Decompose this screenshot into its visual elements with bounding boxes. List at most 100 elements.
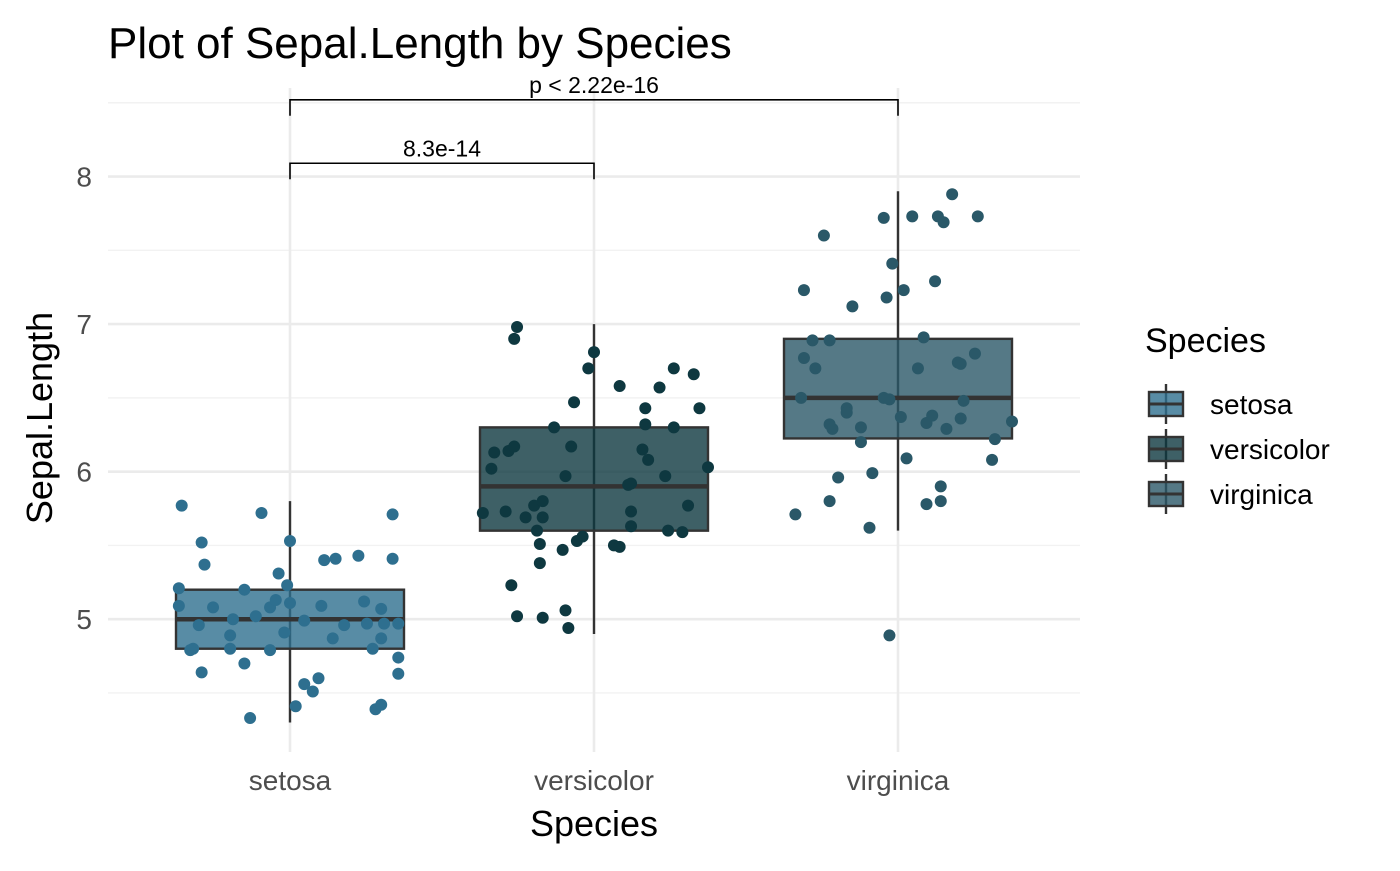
data-point-versicolor bbox=[536, 495, 549, 508]
data-point-virginica bbox=[809, 362, 822, 375]
comparison-brackets: 8.3e-14 p < 2.22e-16 bbox=[289, 72, 899, 180]
comparison-label: 8.3e-14 bbox=[403, 135, 481, 161]
data-point-virginica bbox=[823, 495, 836, 508]
data-point-versicolor bbox=[476, 506, 489, 519]
data-point-setosa bbox=[329, 552, 342, 565]
data-point-setosa bbox=[358, 595, 371, 608]
x-tick-label: virginica bbox=[847, 765, 950, 796]
data-point-setosa bbox=[284, 534, 296, 547]
legend-label: versicolor bbox=[1210, 434, 1330, 465]
data-point-setosa bbox=[184, 644, 197, 657]
data-point-versicolor bbox=[533, 537, 546, 550]
data-point-versicolor bbox=[568, 396, 581, 409]
data-point-virginica bbox=[900, 452, 913, 465]
data-point-versicolor bbox=[667, 421, 680, 434]
data-point-virginica bbox=[789, 508, 802, 521]
data-point-setosa bbox=[238, 583, 251, 596]
data-point-setosa bbox=[375, 602, 388, 615]
data-point-versicolor bbox=[636, 443, 649, 456]
data-point-virginica bbox=[795, 391, 808, 404]
data-point-setosa bbox=[172, 582, 185, 595]
data-point-versicolor bbox=[667, 362, 680, 375]
data-point-versicolor bbox=[559, 604, 572, 617]
data-point-versicolor bbox=[693, 402, 706, 415]
data-point-setosa bbox=[278, 626, 291, 639]
data-point-virginica bbox=[971, 210, 984, 223]
x-axis-title: Species bbox=[530, 803, 658, 844]
data-point-versicolor bbox=[653, 381, 666, 394]
data-point-setosa bbox=[360, 617, 373, 630]
data-point-versicolor bbox=[576, 530, 589, 543]
data-point-versicolor bbox=[533, 557, 546, 570]
data-point-setosa bbox=[312, 672, 325, 685]
data-point-versicolor bbox=[625, 505, 638, 518]
data-point-setosa bbox=[284, 596, 296, 609]
data-point-setosa bbox=[281, 579, 294, 592]
data-point-versicolor bbox=[511, 321, 524, 334]
data-point-setosa bbox=[392, 667, 405, 680]
comparison-bracket bbox=[289, 162, 595, 180]
data-point-setosa bbox=[315, 599, 328, 612]
data-point-setosa bbox=[326, 632, 339, 645]
data-point-versicolor bbox=[485, 462, 498, 475]
data-point-setosa bbox=[298, 678, 311, 691]
data-point-setosa bbox=[172, 599, 185, 612]
data-point-setosa bbox=[272, 567, 285, 580]
data-point-versicolor bbox=[625, 520, 638, 533]
data-point-virginica bbox=[866, 467, 879, 480]
data-point-versicolor bbox=[662, 524, 675, 537]
data-point-versicolor bbox=[519, 511, 532, 524]
data-point-virginica bbox=[920, 498, 933, 511]
data-point-versicolor bbox=[642, 453, 655, 466]
data-point-setosa bbox=[207, 601, 220, 614]
legend: Species setosa versicolor virginica bbox=[1145, 322, 1330, 514]
data-point-virginica bbox=[846, 300, 859, 313]
data-point-versicolor bbox=[687, 368, 700, 381]
data-point-versicolor bbox=[508, 440, 521, 453]
data-point-versicolor bbox=[531, 524, 543, 537]
data-point-versicolor bbox=[536, 611, 549, 624]
data-point-virginica bbox=[817, 229, 830, 242]
data-point-versicolor bbox=[556, 543, 569, 556]
data-point-virginica bbox=[854, 421, 867, 434]
data-point-versicolor bbox=[639, 418, 652, 431]
data-point-virginica bbox=[840, 406, 853, 419]
data-point-setosa bbox=[375, 632, 388, 645]
data-point-setosa bbox=[224, 629, 237, 642]
jitter-points bbox=[172, 188, 1018, 725]
data-point-virginica bbox=[894, 411, 907, 424]
data-point-versicolor bbox=[562, 622, 575, 635]
data-point-setosa bbox=[192, 619, 205, 632]
legend-label: setosa bbox=[1210, 389, 1293, 420]
data-point-setosa bbox=[195, 536, 208, 549]
data-point-versicolor bbox=[625, 477, 638, 490]
data-point-setosa bbox=[238, 657, 251, 670]
data-point-setosa bbox=[366, 642, 379, 655]
data-point-setosa bbox=[269, 594, 282, 607]
y-tick-label: 6 bbox=[76, 457, 92, 488]
tick-labels: 5 6 7 8 setosa versicolor virginica bbox=[76, 162, 949, 796]
data-point-setosa bbox=[175, 499, 188, 512]
legend-title: Species bbox=[1145, 322, 1266, 360]
data-point-virginica bbox=[968, 347, 981, 360]
data-point-virginica bbox=[886, 257, 899, 270]
legend-label: virginica bbox=[1210, 479, 1313, 510]
data-point-versicolor bbox=[536, 511, 549, 524]
data-point-virginica bbox=[986, 453, 999, 466]
data-point-versicolor bbox=[505, 579, 518, 592]
y-axis-title: Sepal.Length bbox=[19, 312, 60, 524]
data-point-virginica bbox=[883, 629, 896, 642]
data-point-virginica bbox=[863, 521, 876, 534]
data-point-virginica bbox=[946, 188, 959, 201]
data-point-setosa bbox=[195, 666, 208, 679]
data-point-virginica bbox=[917, 331, 930, 344]
data-point-versicolor bbox=[548, 421, 561, 434]
data-point-virginica bbox=[957, 394, 970, 407]
data-point-versicolor bbox=[588, 346, 600, 359]
data-point-virginica bbox=[934, 495, 947, 508]
data-point-virginica bbox=[934, 480, 947, 493]
data-point-setosa bbox=[306, 685, 319, 698]
data-point-versicolor bbox=[639, 402, 652, 415]
chart-title: Plot of Sepal.Length by Species bbox=[108, 19, 732, 68]
